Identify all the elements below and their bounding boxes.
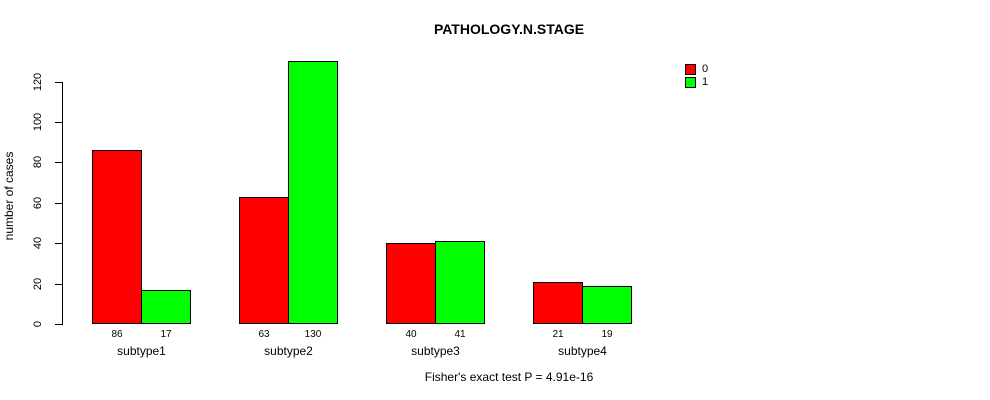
- x-axis-category-label: subtype1: [117, 344, 166, 358]
- y-axis-tick: [55, 283, 62, 285]
- bar-value-label: 41: [454, 329, 466, 340]
- y-axis-tick-label: 80: [32, 156, 44, 169]
- y-axis-tick: [55, 122, 62, 123]
- y-axis-tick-label: 120: [32, 72, 44, 91]
- y-axis-tick: [55, 243, 62, 245]
- bar-1-subtype1: [141, 289, 191, 324]
- bar-1-subtype3: [435, 241, 485, 324]
- y-axis-line: [62, 81, 63, 325]
- x-axis-category-label: subtype3: [411, 344, 460, 358]
- y-axis-tick-label: 40: [32, 237, 44, 250]
- legend-label: 1: [702, 76, 709, 88]
- chart-title: PATHOLOGY.N.STAGE: [433, 21, 585, 37]
- y-axis-tick: [55, 81, 62, 83]
- x-axis-category-label: subtype4: [558, 344, 607, 358]
- fisher-test-caption: Fisher's exact test P = 4.91e-16: [424, 370, 594, 384]
- legend-label: 0: [702, 63, 709, 75]
- y-axis-tick-label: 60: [32, 196, 44, 209]
- bar-0-subtype2: [239, 196, 289, 324]
- y-axis-tick-label: 100: [32, 112, 44, 132]
- y-axis-tick-label: 20: [32, 277, 44, 290]
- bar-0-subtype3: [386, 243, 436, 324]
- y-axis-tick-label: 0: [32, 320, 44, 328]
- bar-1-subtype4: [582, 285, 632, 324]
- y-axis-tick: [55, 324, 62, 325]
- bar-value-label: 86: [111, 329, 123, 340]
- legend: 0 1: [685, 63, 708, 89]
- bar-value-label: 19: [601, 329, 613, 340]
- bar-value-label: 40: [405, 329, 417, 340]
- y-axis-label: number of cases: [2, 151, 16, 241]
- y-axis-tick: [55, 202, 62, 204]
- bar-0-subtype1: [92, 150, 142, 324]
- bar-1-subtype2: [288, 61, 338, 324]
- bar-value-label: 130: [304, 329, 322, 340]
- bar-value-label: 17: [160, 329, 172, 340]
- legend-item-0: 0: [685, 63, 708, 76]
- bar-value-label: 21: [552, 329, 564, 340]
- bar-0-subtype4: [533, 281, 583, 324]
- y-axis-tick: [55, 162, 62, 164]
- legend-swatch-green: [685, 77, 696, 88]
- legend-item-1: 1: [685, 76, 708, 89]
- bar-value-label: 63: [258, 329, 270, 340]
- legend-swatch-red: [685, 64, 696, 75]
- x-axis-category-label: subtype2: [264, 344, 313, 358]
